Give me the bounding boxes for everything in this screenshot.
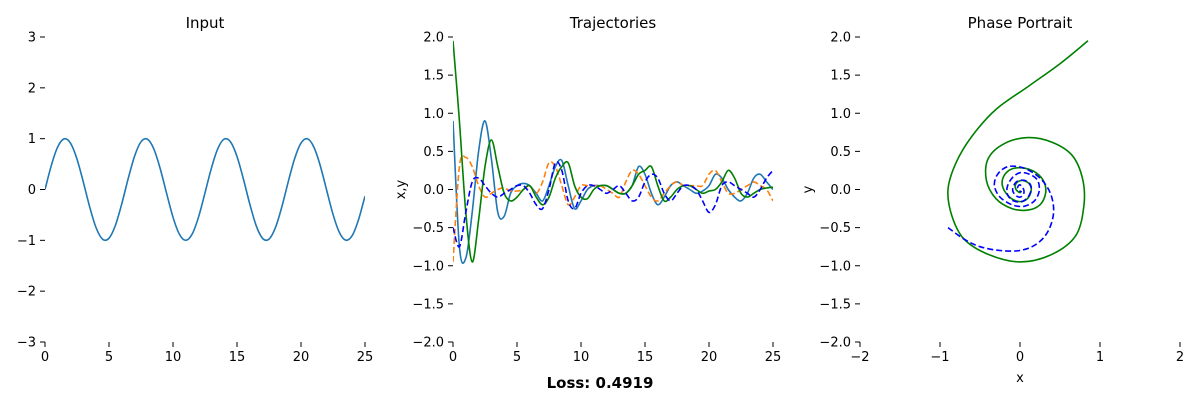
y-tick-label: −3 xyxy=(17,336,36,351)
panel-title: Trajectories xyxy=(569,14,657,32)
x-tick-label: 5 xyxy=(105,350,113,365)
y-tick-label: 0 xyxy=(28,183,36,198)
x-tick-label: −2 xyxy=(850,350,869,365)
y-tick-label: 0.5 xyxy=(423,145,444,160)
y-tick-label: −1.0 xyxy=(412,259,444,274)
series-line-1 xyxy=(453,120,773,264)
y-tick-label: 3 xyxy=(28,31,36,46)
x-tick-label: −1 xyxy=(930,350,949,365)
x-tick-label: 20 xyxy=(701,350,718,365)
panel-2: Trajectories 0 5 10 15 20 25 −2.0 −1.5 −1.0 −0.5 0.… xyxy=(394,14,781,365)
x-tick-label: 15 xyxy=(229,350,246,365)
y-tick-label: −0.5 xyxy=(412,221,444,236)
y-tick-label: −1 xyxy=(17,234,36,249)
x-tick-label: 20 xyxy=(293,350,310,365)
y-tick-label: 1.5 xyxy=(830,69,851,84)
series-line-3 xyxy=(453,40,773,263)
x-tick-label: 0 xyxy=(1016,350,1024,365)
y-tick-label: −2 xyxy=(17,285,36,300)
x-tick-label: 15 xyxy=(637,350,654,365)
y-tick-label: −2.0 xyxy=(412,336,444,351)
y-tick-label: −1.5 xyxy=(412,297,444,312)
y-tick-label: 2.0 xyxy=(830,31,851,46)
y-tick-label: 1.0 xyxy=(830,107,851,122)
y-tick-label: 0.5 xyxy=(830,145,851,160)
series-line-4 xyxy=(453,160,773,248)
x-tick-label: 1 xyxy=(1096,350,1104,365)
y-tick-label: 1 xyxy=(28,132,36,147)
x-tick-label: 25 xyxy=(765,350,782,365)
panel-title: Phase Portrait xyxy=(968,14,1073,32)
x-axis-label: x xyxy=(1016,371,1024,386)
y-tick-label: −0.5 xyxy=(819,221,851,236)
series-line-2 xyxy=(453,154,773,262)
x-tick-label: 10 xyxy=(573,350,590,365)
panel-3: Phase Portrait −2 −1 0 1 2 −2.0 −1.5 −1.0 −0.5 0.0… xyxy=(801,14,1184,386)
y-tick-label: 2.0 xyxy=(423,31,444,46)
x-tick-label: 25 xyxy=(357,350,374,365)
x-tick-label: 2 xyxy=(1176,350,1184,365)
series-line-2 xyxy=(947,165,1055,252)
y-tick-label: −1.5 xyxy=(819,297,851,312)
y-tick-label: 1.0 xyxy=(423,107,444,122)
y-tick-label: −1.0 xyxy=(819,259,851,274)
x-tick-label: 10 xyxy=(165,350,182,365)
series-line-1 xyxy=(947,40,1089,263)
y-tick-label: −2.0 xyxy=(819,336,851,351)
loss-text: Loss: 0.4919 xyxy=(547,374,654,392)
panel-1: Input 0 5 10 15 20 25 −3 −2 −1 0 1 2 3 xyxy=(17,14,373,365)
y-tick-label: 2 xyxy=(28,81,36,96)
panel-title: Input xyxy=(186,14,225,32)
y-tick-label: 0.0 xyxy=(830,183,851,198)
x-tick-label: 5 xyxy=(513,350,521,365)
y-tick-label: 1.5 xyxy=(423,69,444,84)
y-tick-label: 0.0 xyxy=(423,183,444,198)
x-tick-label: 0 xyxy=(449,350,457,365)
series-line-1 xyxy=(45,137,365,242)
y-axis-label: y xyxy=(801,185,816,193)
x-tick-label: 0 xyxy=(41,350,49,365)
y-axis-label: x,y xyxy=(394,179,409,199)
